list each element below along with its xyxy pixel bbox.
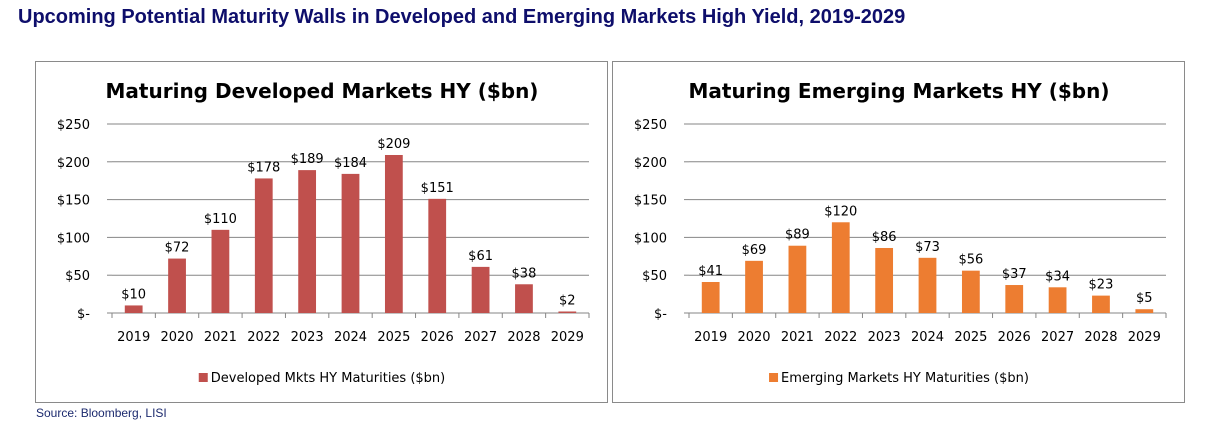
bar-2026 [428, 198, 447, 313]
x-tick-label: 2029 [1128, 330, 1161, 345]
data-label: $209 [377, 137, 410, 152]
bar-2025 [961, 270, 980, 313]
legend: Emerging Markets HY Maturities ($bn) [769, 371, 1029, 386]
x-tick-label: 2023 [291, 330, 324, 345]
bar-2023 [298, 170, 317, 313]
bar-2026 [1005, 285, 1024, 313]
bar-2029 [1135, 309, 1154, 313]
bar-2028 [515, 284, 533, 313]
data-label: $23 [1089, 278, 1114, 293]
bar-2019 [701, 282, 720, 313]
x-tick-label: 2020 [737, 330, 770, 345]
data-label: $151 [421, 181, 454, 196]
bar-2027 [471, 266, 490, 313]
x-tick-label: 2025 [377, 330, 410, 345]
y-tick-label: $- [654, 307, 667, 322]
data-label: $2 [559, 293, 576, 308]
data-label: $5 [1136, 291, 1153, 306]
x-tick-label: 2024 [911, 330, 944, 345]
data-label: $10 [121, 287, 146, 302]
data-label: $34 [1045, 269, 1070, 284]
bar-2029 [558, 311, 577, 313]
data-label: $56 [958, 253, 983, 268]
data-label: $38 [512, 266, 537, 281]
legend-label: Emerging Markets HY Maturities ($bn) [781, 371, 1029, 386]
data-label: $41 [698, 264, 723, 279]
bar-2024 [918, 257, 937, 313]
y-tick-label: $150 [57, 194, 90, 209]
legend: Developed Mkts HY Maturities ($bn) [198, 371, 446, 386]
x-tick-label: 2024 [334, 330, 367, 345]
data-label: $184 [334, 156, 367, 171]
x-tick-label: 2026 [998, 330, 1031, 345]
bar-2027 [1048, 287, 1067, 313]
y-tick-label: $200 [57, 156, 90, 171]
bar-2021 [211, 229, 230, 313]
y-tick-label: $- [77, 307, 90, 322]
data-label: $120 [824, 204, 857, 219]
x-tick-label: 2022 [247, 330, 280, 345]
data-label: $189 [291, 152, 324, 167]
bar-2024 [341, 173, 360, 313]
data-label: $89 [785, 228, 810, 243]
bar-2020 [168, 258, 186, 313]
y-tick-label: $100 [634, 231, 667, 246]
chart-title: Maturing Developed Markets HY ($bn) [106, 79, 539, 103]
data-label: $69 [742, 243, 767, 258]
data-label: $86 [872, 230, 897, 245]
x-tick-label: 2029 [551, 330, 584, 345]
x-tick-label: 2019 [117, 330, 150, 345]
x-tick-label: 2025 [954, 330, 987, 345]
page-title: Upcoming Potential Maturity Walls in Dev… [18, 6, 906, 28]
developed-markets-chart: Maturing Developed Markets HY ($bn) $- $50… [35, 61, 608, 403]
data-label: $110 [204, 212, 237, 227]
y-tick-label: $200 [634, 156, 667, 171]
x-tick-label: 2020 [160, 330, 193, 345]
bar-2021 [788, 245, 807, 313]
data-label: $72 [165, 241, 190, 256]
emerging-markets-chart-svg: Maturing Emerging Markets HY ($bn) $- $50 $… [634, 79, 1167, 386]
bar-2028 [1092, 295, 1110, 313]
data-label: $37 [1002, 267, 1027, 282]
y-tick-label: $150 [634, 194, 667, 209]
bar-2019 [124, 305, 143, 313]
data-label: $178 [247, 160, 280, 175]
emerging-markets-chart: Maturing Emerging Markets HY ($bn) $- $50 $… [612, 61, 1185, 403]
x-tick-label: 2028 [507, 330, 540, 345]
data-label: $73 [915, 240, 940, 255]
y-tick-label: $50 [65, 269, 90, 284]
legend-label: Developed Mkts HY Maturities ($bn) [211, 371, 446, 386]
x-tick-label: 2022 [824, 330, 857, 345]
bar-2020 [745, 260, 763, 313]
legend-swatch [769, 373, 779, 382]
developed-markets-chart-svg: Maturing Developed Markets HY ($bn) $- $50… [57, 79, 590, 386]
x-tick-label: 2021 [204, 330, 237, 345]
y-tick-label: $250 [57, 118, 90, 133]
bar-2022 [831, 222, 850, 313]
source-note: Source: Bloomberg, LISI [36, 406, 167, 420]
x-tick-label: 2026 [421, 330, 454, 345]
y-tick-label: $250 [634, 118, 667, 133]
bar-2023 [875, 247, 894, 313]
x-tick-label: 2027 [464, 330, 497, 345]
y-tick-label: $100 [57, 231, 90, 246]
legend-swatch [198, 373, 208, 382]
y-tick-label: $50 [642, 269, 667, 284]
x-tick-label: 2028 [1084, 330, 1117, 345]
x-tick-label: 2019 [694, 330, 727, 345]
bar-2022 [254, 178, 273, 313]
x-tick-label: 2021 [781, 330, 814, 345]
chart-title: Maturing Emerging Markets HY ($bn) [688, 79, 1109, 103]
bar-2025 [384, 154, 403, 313]
x-tick-label: 2027 [1041, 330, 1074, 345]
data-label: $61 [468, 249, 493, 264]
x-tick-label: 2023 [868, 330, 901, 345]
